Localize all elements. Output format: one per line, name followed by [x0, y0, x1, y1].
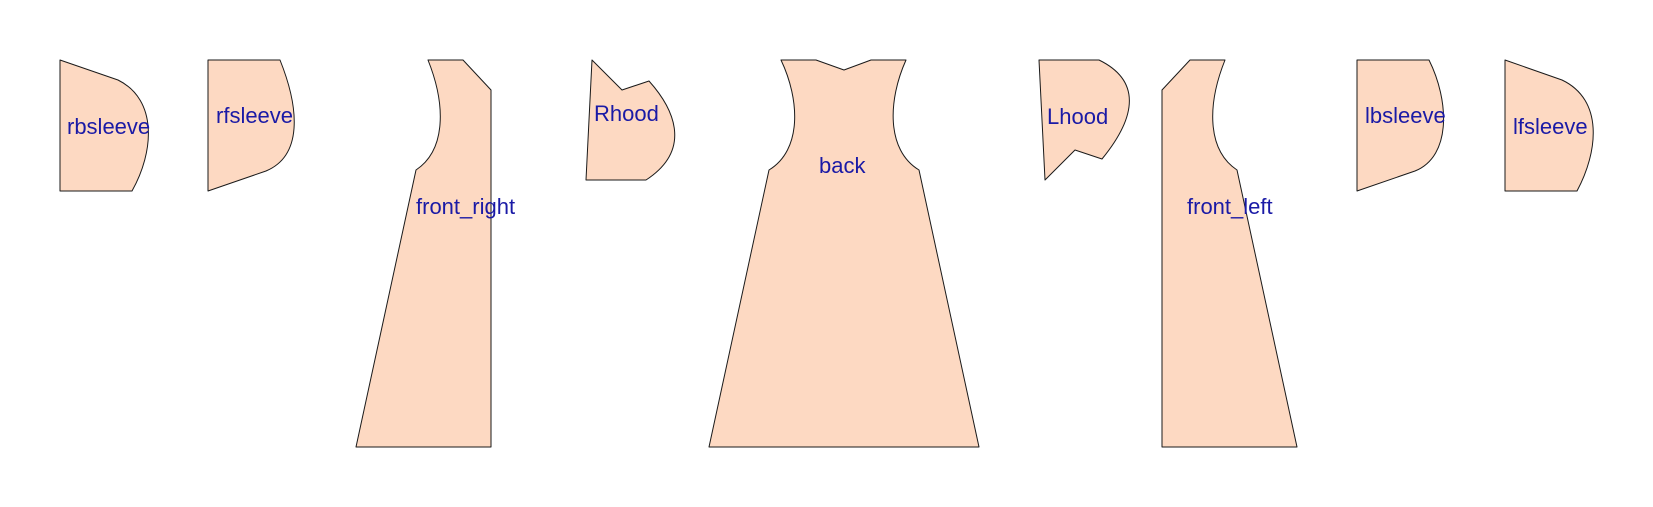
piece-lbsleeve-shape [1356, 59, 1444, 192]
piece-Rhood: Rhood [585, 59, 676, 181]
piece-lbsleeve: lbsleeve [1356, 59, 1446, 192]
piece-back: back [708, 59, 980, 448]
piece-lfsleeve: lfsleeve [1504, 59, 1594, 192]
piece-rfsleeve: rfsleeve [207, 59, 295, 192]
piece-Lhood-shape [1038, 59, 1130, 181]
piece-Lhood-label: Lhood [1047, 104, 1108, 129]
piece-rbsleeve-label: rbsleeve [67, 114, 150, 139]
piece-front_right-label: front_right [416, 194, 515, 219]
piece-rfsleeve-shape [207, 59, 295, 192]
piece-lbsleeve-label: lbsleeve [1365, 103, 1446, 128]
piece-rbsleeve-shape [59, 59, 149, 192]
piece-lfsleeve-label: lfsleeve [1513, 114, 1588, 139]
piece-front_right-shape [355, 59, 492, 448]
piece-rbsleeve: rbsleeve [59, 59, 150, 192]
piece-rfsleeve-label: rfsleeve [216, 103, 293, 128]
piece-Rhood-shape [585, 59, 676, 181]
piece-Rhood-label: Rhood [594, 101, 659, 126]
piece-lfsleeve-shape [1504, 59, 1594, 192]
piece-Lhood: Lhood [1038, 59, 1130, 181]
piece-back-label: back [819, 153, 866, 178]
piece-front_left: front_left [1161, 59, 1298, 448]
piece-front_left-label: front_left [1187, 194, 1273, 219]
piece-front_right: front_right [355, 59, 515, 448]
piece-front_left-shape [1161, 59, 1298, 448]
piece-back-shape [708, 59, 980, 448]
